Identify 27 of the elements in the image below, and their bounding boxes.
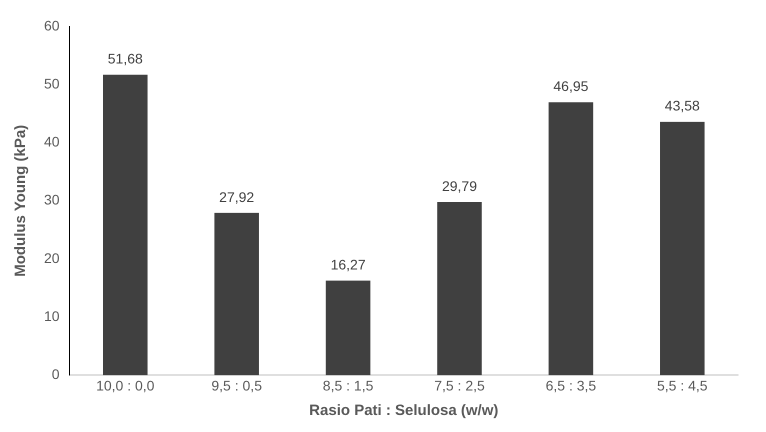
y-tick-label: 30 [44,192,60,208]
bar [660,122,705,376]
y-tick-label: 20 [44,250,60,266]
x-tick-label: 6,5 : 3,5 [546,377,596,394]
y-axis-title: Modulus Young (kPa) [12,124,30,277]
x-tick-label: 10,0 : 0,0 [96,377,155,394]
x-tick-label: 8,5 : 1,5 [322,377,374,394]
y-tick-label: 10 [44,308,60,324]
bar [548,102,594,376]
data-label: 46,95 [553,78,589,94]
data-label: 16,27 [330,256,366,272]
bar [102,74,148,376]
data-label: 27,92 [219,188,254,205]
bar [437,202,482,376]
y-tick-label: 0 [52,366,60,382]
y-tick-label: 40 [44,134,60,150]
data-label: 51,68 [108,50,143,67]
bar [326,280,370,376]
x-tick-label: 7,5 : 2,5 [434,377,485,394]
y-tick-label: 60 [44,17,60,34]
x-tick-label: 9,5 : 0,5 [211,377,262,394]
data-label: 43,58 [664,98,700,114]
y-tick-label: 50 [44,75,60,92]
data-label: 29,79 [442,178,478,194]
bar [214,212,259,376]
x-tick-label: 5,5 : 4,5 [657,377,708,394]
x-axis-title: Rasio Pati : Selulosa (w/w) [309,402,498,420]
